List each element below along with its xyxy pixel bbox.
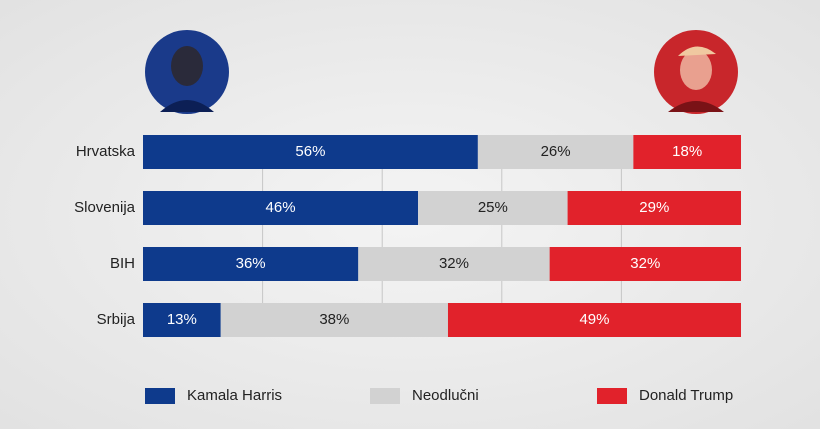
harris-photo xyxy=(145,30,229,114)
bar-segment xyxy=(477,135,634,169)
bar-segment xyxy=(633,135,741,169)
plot: Hrvatska 56% 26% 18% Slovenija 46% 25% 29% BIH 36… xyxy=(74,135,741,337)
bar-segment xyxy=(358,247,550,281)
y-tick-label: Hrvatska xyxy=(76,143,136,160)
value-label: 26% xyxy=(541,143,571,160)
bar-segment xyxy=(418,191,568,225)
legend-swatch xyxy=(370,388,400,404)
bar-segment xyxy=(447,303,741,337)
value-label: 38% xyxy=(319,311,349,328)
value-label: 46% xyxy=(266,199,296,216)
bar-segment xyxy=(143,191,419,225)
value-label: 36% xyxy=(236,255,266,272)
value-label: 32% xyxy=(439,255,469,272)
value-label: 32% xyxy=(630,255,660,272)
trump-photo xyxy=(654,30,738,114)
value-label: 29% xyxy=(639,199,669,216)
y-tick-label: Srbija xyxy=(97,311,136,328)
value-label: 49% xyxy=(579,311,609,328)
legend-swatch xyxy=(597,388,627,404)
value-label: 18% xyxy=(672,143,702,160)
bar-segment xyxy=(220,303,448,337)
bar-segment xyxy=(143,303,221,337)
legend-label: Kamala Harris xyxy=(187,387,282,404)
value-label: 13% xyxy=(167,311,197,328)
value-label: 25% xyxy=(478,199,508,216)
bar-segment xyxy=(549,247,741,281)
legend-swatch xyxy=(145,388,175,404)
legend: Kamala Harris Neodlučni Donald Trump xyxy=(145,387,733,404)
bar-segment xyxy=(143,247,359,281)
bar-segment xyxy=(143,135,478,169)
legend-label: Neodlučni xyxy=(412,387,479,404)
legend-label: Donald Trump xyxy=(639,387,733,404)
value-label: 56% xyxy=(295,143,325,160)
y-tick-label: Slovenija xyxy=(74,199,136,216)
y-tick-label: BIH xyxy=(110,255,135,272)
bar-segment xyxy=(567,191,741,225)
